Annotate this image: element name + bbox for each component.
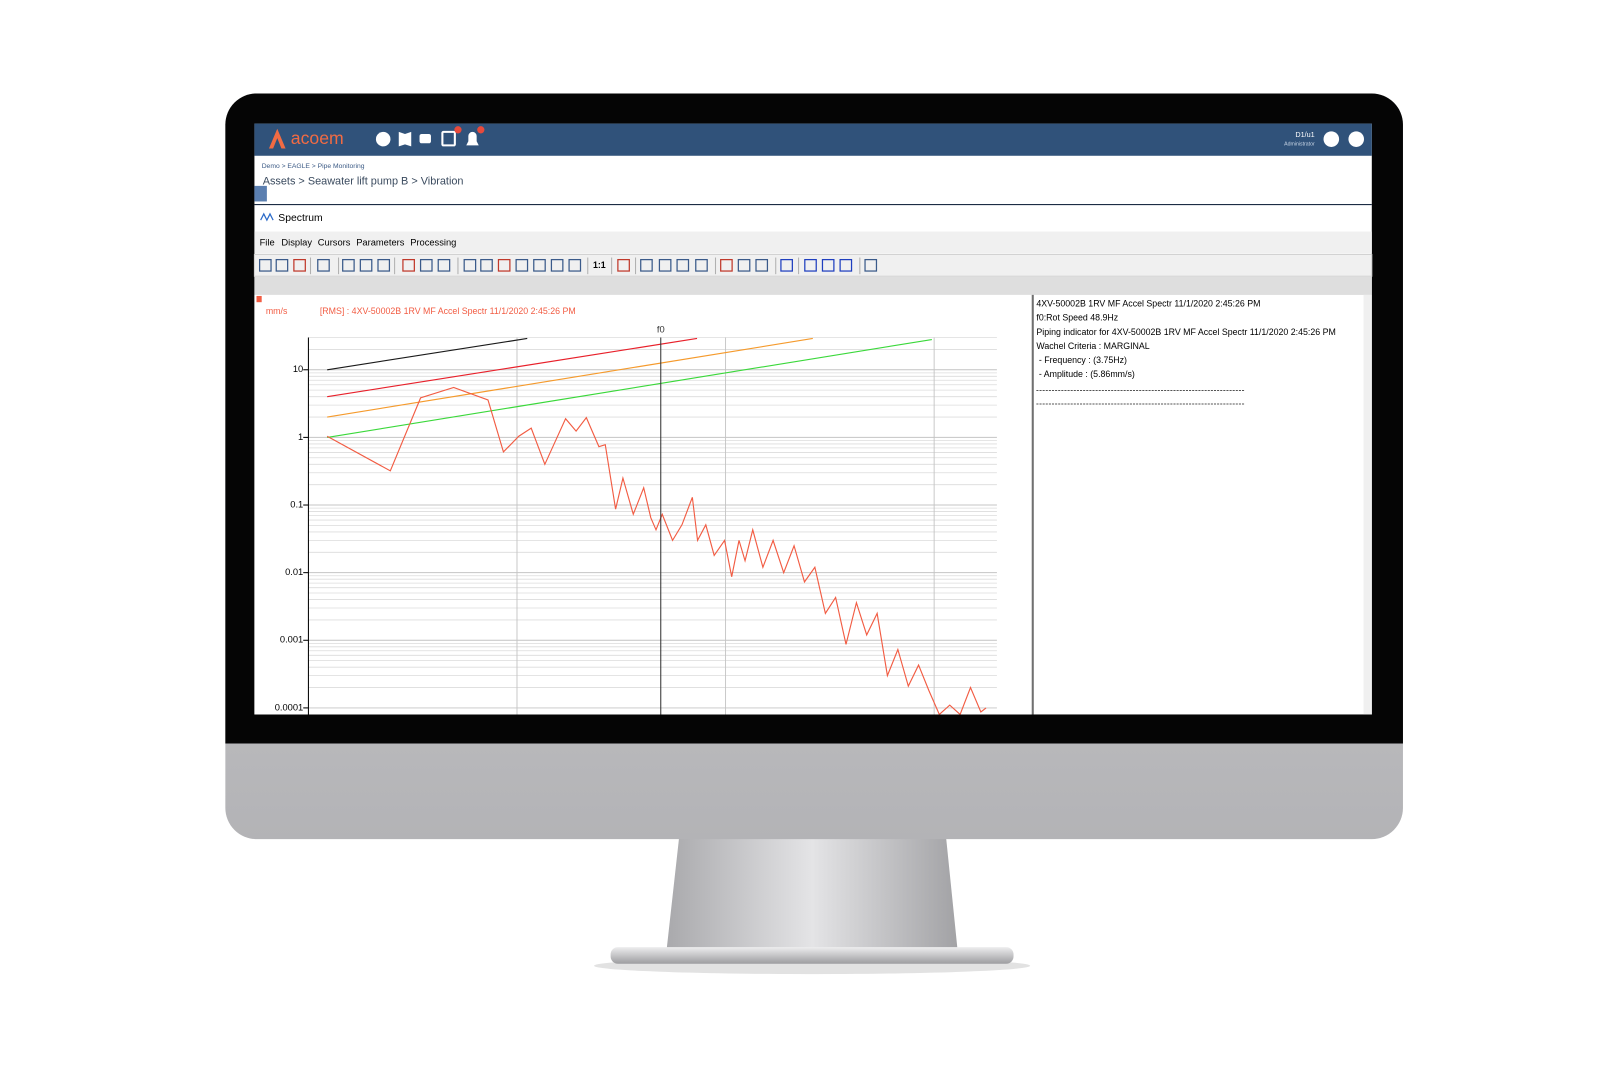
info-panel: 4XV-50002B 1RV MF Accel Spectr 11/1/2020… (1036, 299, 1335, 380)
toolbar-button[interactable] (617, 258, 630, 272)
toolbar-button[interactable] (359, 258, 373, 272)
logo: acoem (291, 128, 344, 148)
info-line: Wachel Criteria : MARGINAL (1036, 341, 1149, 351)
stand-base (610, 947, 1014, 964)
bell-icon[interactable] (466, 131, 479, 146)
account-icon[interactable] (1348, 131, 1365, 147)
chart-title: [RMS] : 4XV-50002B 1RV MF Accel Spectr 1… (320, 306, 576, 316)
y-tick-label: 0.01 (285, 567, 303, 577)
toolbar-button[interactable] (515, 258, 529, 272)
menu-item[interactable]: Parameters (356, 237, 405, 247)
toolbar-button[interactable] (402, 258, 415, 272)
y-tick-label: 0.1 (290, 499, 303, 509)
plot (326, 337, 987, 715)
toolbar (253, 253, 1373, 277)
spectrum-icon (260, 212, 274, 222)
menu-bar (254, 231, 1372, 254)
toolbar-button[interactable] (317, 258, 330, 272)
toolbar-button[interactable] (275, 258, 289, 272)
task-badge (454, 126, 462, 134)
series-line (327, 338, 932, 438)
toolbar-button[interactable] (658, 258, 672, 272)
alarm-badge (477, 126, 485, 134)
help-icon[interactable] (1323, 131, 1340, 147)
toolbar-button[interactable] (695, 258, 708, 272)
camera-icon[interactable] (419, 133, 431, 144)
y-tick-label: 1 (298, 432, 303, 442)
toolbar-button[interactable] (437, 258, 451, 272)
menu-item[interactable]: Display (281, 237, 312, 247)
toolbar-button[interactable] (463, 258, 477, 272)
series-line (327, 337, 528, 371)
app-header (254, 123, 1372, 156)
toolbar-button[interactable] (821, 258, 835, 272)
y-tick-label: 0.001 (280, 635, 303, 645)
trace-marker (256, 295, 262, 303)
info-line: - Frequency : (3.75Hz) (1036, 355, 1127, 365)
y-axis-label: mm/s (266, 306, 288, 316)
breadcrumb-path[interactable]: Demo > EAGLE > Pipe Monitoring (262, 163, 365, 170)
series-line (326, 386, 987, 715)
menu-item[interactable]: Processing (410, 237, 456, 247)
status-strip (254, 276, 1372, 295)
menu-item[interactable]: File (260, 237, 275, 247)
toolbar-button[interactable] (804, 258, 817, 272)
info-line: - Amplitude : (5.86mm/s) (1036, 369, 1134, 379)
user-name: D1/u1 (1295, 130, 1314, 139)
side-toggle[interactable] (254, 185, 267, 202)
toolbar-button[interactable] (293, 258, 306, 272)
breadcrumb-title: Assets > Seawater lift pump B > Vibratio… (263, 176, 464, 188)
toolbar-button[interactable] (676, 258, 690, 272)
info-line: 4XV-50002B 1RV MF Accel Spectr 11/1/2020… (1036, 299, 1260, 309)
stand-neck (666, 837, 958, 950)
window-title: Spectrum (278, 213, 322, 224)
map-icon[interactable] (398, 131, 412, 147)
series-line (327, 337, 813, 418)
chart: 10 1 0.1 0.01 0.001 0.0001 f0 (275, 325, 997, 715)
menu-item[interactable]: Cursors (318, 237, 351, 247)
y-tick-label: 10 (293, 364, 303, 374)
toolbar-button[interactable] (480, 258, 493, 272)
y-tick-label: 0.0001 (275, 702, 304, 712)
logo-mark (268, 128, 286, 149)
toolbar-button[interactable] (720, 258, 733, 272)
toolbar-button[interactable] (377, 258, 391, 272)
info-line: f0:Rot Speed 48.9Hz (1036, 313, 1118, 323)
dashboard-icon[interactable] (375, 131, 391, 147)
toolbar-button[interactable] (258, 258, 272, 272)
cursor-label: f0 (657, 325, 665, 335)
toolbar-button[interactable] (497, 258, 511, 272)
toolbar-button[interactable] (839, 258, 853, 272)
info-line: Piping indicator for 4XV-50002B 1RV MF A… (1036, 327, 1335, 337)
toolbar-button[interactable] (550, 258, 564, 272)
scrollbar[interactable] (1363, 294, 1372, 715)
toolbar-button[interactable] (640, 258, 653, 272)
toolbar-button[interactable] (342, 258, 355, 272)
toolbar-button[interactable] (864, 258, 878, 272)
user-role: Administrator (1284, 142, 1315, 148)
toolbar-button[interactable] (533, 258, 546, 272)
zoom-one-to-one[interactable]: 1:1 (593, 260, 606, 270)
toolbar-button[interactable] (568, 258, 582, 272)
header-icons[interactable] (375, 130, 479, 147)
series-line (327, 337, 698, 398)
toolbar-button[interactable] (780, 258, 793, 272)
toolbar-button[interactable] (419, 258, 433, 272)
toolbar-icons (258, 257, 878, 275)
toolbar-button[interactable] (737, 258, 751, 272)
tasks-icon[interactable] (441, 130, 456, 147)
toolbar-button[interactable] (755, 258, 769, 272)
